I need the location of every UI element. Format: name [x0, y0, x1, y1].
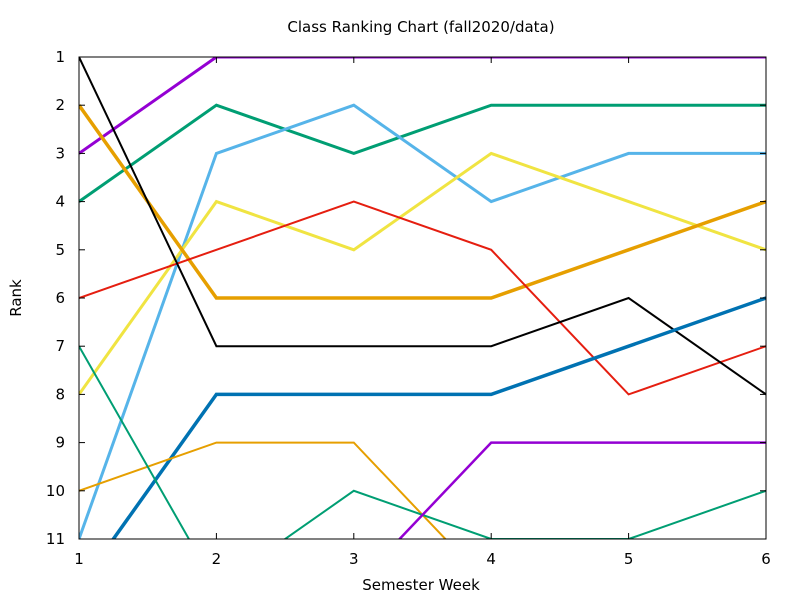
y-tick-label: 4 [55, 193, 65, 211]
y-axis-label: Rank [7, 279, 25, 317]
y-tick-label: 9 [55, 434, 65, 452]
series-layer [79, 57, 766, 539]
series-line-3 [79, 103, 766, 539]
series-line-11 [397, 441, 766, 539]
x-tick-label: 4 [486, 550, 496, 568]
y-tick-label: 6 [55, 289, 65, 307]
y-tick-label: 11 [46, 530, 65, 548]
y-tick-label: 5 [55, 241, 65, 259]
series-line-8 [111, 296, 766, 539]
x-tick-label: 3 [349, 550, 359, 568]
x-tick-label: 2 [212, 550, 222, 568]
y-axis-ticks: 1 2 3 4 5 6 7 8 9 10 11 [46, 48, 766, 548]
x-tick-label: 6 [761, 550, 771, 568]
y-tick-label: 10 [46, 482, 65, 500]
series-line-9 [79, 441, 447, 539]
chart-title: Class Ranking Chart (fall2020/data) [287, 18, 554, 36]
series-line-5 [79, 104, 766, 300]
x-tick-label: 5 [624, 550, 634, 568]
series-line-7 [79, 57, 766, 396]
series-line-2 [79, 103, 766, 203]
y-tick-label: 2 [55, 96, 65, 114]
series-line-1 [79, 57, 766, 155]
x-tick-label: 1 [74, 550, 84, 568]
y-tick-label: 1 [55, 48, 65, 66]
x-axis-label: Semester Week [362, 576, 480, 594]
y-tick-label: 3 [55, 144, 65, 162]
x-axis-ticks: 1 2 3 4 5 6 [74, 57, 771, 568]
series-line-6 [79, 200, 766, 396]
y-tick-label: 7 [55, 337, 65, 355]
y-tick-label: 8 [55, 385, 65, 403]
series-line-4 [79, 151, 766, 396]
